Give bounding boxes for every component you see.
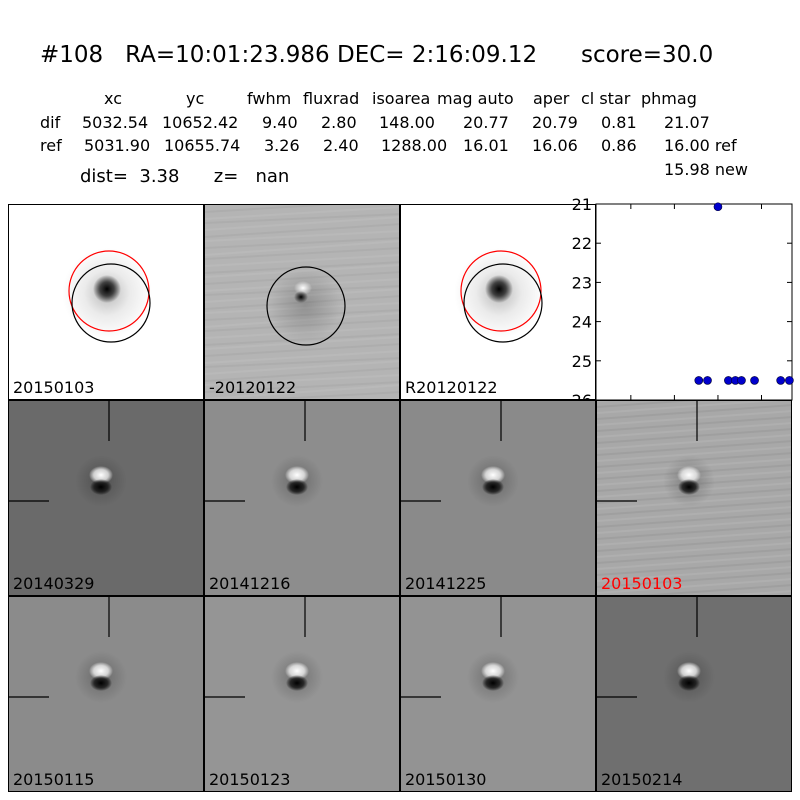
y-tick-label: 24 [572, 313, 592, 332]
cutout-image [597, 597, 791, 791]
stamp-image [401, 205, 595, 399]
cutout-panel: 20150103 [596, 400, 792, 596]
cutout-image [597, 401, 791, 595]
top-panel: R20120122 [400, 204, 596, 400]
table-cell: 10652.42 [162, 113, 239, 132]
data-point [750, 376, 759, 385]
cutout-panel: 20150123 [204, 596, 400, 792]
table-cell: 10655.74 [164, 136, 241, 155]
cutout-panel: 20140329 [8, 400, 204, 596]
cutout-panel: 20141216 [204, 400, 400, 596]
data-point [703, 376, 712, 385]
table-cell: 1288.00 [381, 136, 448, 155]
table-cell: 5031.90 [84, 136, 151, 155]
stamp-image [9, 205, 203, 399]
cutout-date-label: 20141216 [209, 574, 291, 593]
column-header: fwhm [247, 89, 292, 108]
top-panel: -20120122 [204, 204, 400, 400]
cutout-date-label: 20150130 [405, 770, 487, 789]
cutout-date-label: 20141225 [405, 574, 487, 593]
column-header: mag auto [437, 89, 514, 108]
table-cell: 0.81 [601, 113, 637, 132]
panel-label: 20150103 [13, 378, 95, 397]
column-header: yc [186, 89, 205, 108]
cutout-image [205, 401, 399, 595]
data-point [694, 376, 704, 385]
column-header: xc [104, 89, 122, 108]
distance-line: dist= 3.38 z= nan [80, 166, 290, 187]
table-cell: 5032.54 [82, 113, 149, 132]
table-cell: 16.06 [532, 136, 578, 155]
top-panel: 20150103 [8, 204, 204, 400]
new-magnitude: 15.98 new [664, 160, 748, 179]
cutout-panel: 20141225 [400, 400, 596, 596]
data-point [737, 376, 746, 385]
table-cell: 148.00 [379, 113, 435, 132]
row-label: ref [40, 136, 62, 155]
table-cell: 2.40 [323, 136, 359, 155]
data-point [713, 202, 723, 212]
table-cell: 9.40 [262, 113, 298, 132]
cutout-date-label: 20150123 [209, 770, 291, 789]
cutout-panel: 20150130 [400, 596, 596, 792]
cutout-date-label: 20150103 [601, 574, 683, 593]
y-tick-label: 22 [572, 234, 592, 253]
panel-label: R20120122 [405, 378, 498, 397]
column-header: fluxrad [303, 89, 360, 108]
cutout-image [401, 401, 595, 595]
y-tick-label: 21 [572, 195, 592, 214]
cutout-panel: 20150214 [596, 596, 792, 792]
column-header: aper [533, 89, 570, 108]
row-label: dif [40, 113, 61, 132]
column-header: phmag [641, 89, 697, 108]
cutout-panel: 20150115 [8, 596, 204, 792]
cutout-date-label: 20140329 [13, 574, 95, 593]
column-header: cl star [581, 89, 631, 108]
table-cell: 21.07 [664, 113, 710, 132]
table-cell: 0.86 [601, 136, 637, 155]
table-cell: 16.00 ref [664, 136, 737, 155]
data-point [776, 376, 785, 385]
candidate-title: #108 RA=10:01:23.986 DEC= 2:16:09.12 sco… [40, 42, 714, 68]
table-cell: 2.80 [321, 113, 357, 132]
stamp-image [205, 205, 399, 399]
y-tick-label: 23 [572, 273, 592, 292]
cutout-date-label: 20150115 [13, 770, 95, 789]
table-cell: 20.79 [532, 113, 578, 132]
table-cell: 20.77 [463, 113, 509, 132]
data-point [785, 376, 794, 385]
cutout-date-label: 20150214 [601, 770, 683, 789]
panel-label: -20120122 [209, 378, 297, 397]
cutout-image [9, 597, 203, 791]
y-tick-label: 25 [572, 352, 592, 371]
table-cell: 3.26 [264, 136, 300, 155]
cutout-image [9, 401, 203, 595]
column-header: isoarea [372, 89, 431, 108]
cutout-image [205, 597, 399, 791]
cutout-image [401, 597, 595, 791]
table-cell: 16.01 [463, 136, 509, 155]
